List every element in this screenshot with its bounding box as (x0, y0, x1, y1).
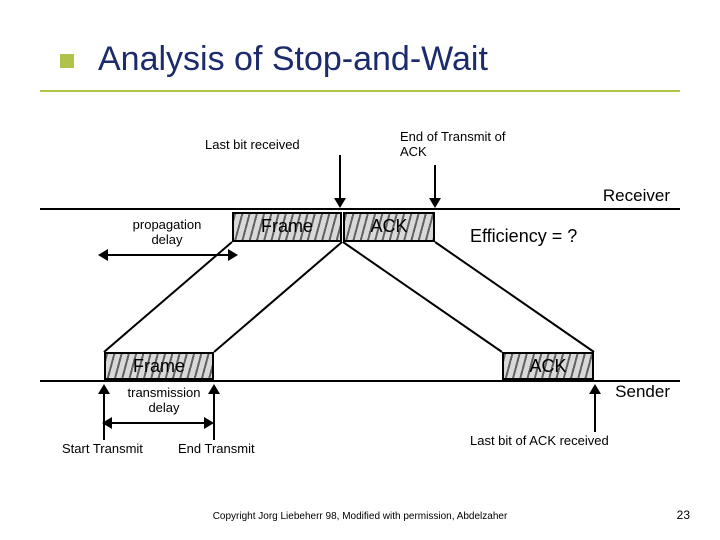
start-transmit-arrowhead (98, 384, 110, 394)
last-bit-ack-arrowhead (589, 384, 601, 394)
start-transmit-arrow (103, 392, 105, 440)
page-number: 23 (677, 508, 690, 522)
end-transmit-arrow (213, 392, 215, 440)
last-bit-ack-arrow (594, 392, 596, 432)
footer: Copyright Jorg Liebeherr 98, Modified wi… (0, 511, 720, 522)
title-bullet (60, 54, 74, 68)
start-transmit-label: Start Transmit (62, 442, 143, 457)
title-underline (40, 90, 680, 92)
sender-frame-label: Frame (104, 356, 214, 377)
diagram: Receiver Last bit received End of Transm… (40, 130, 680, 460)
transmission-delay-line (112, 422, 204, 424)
page-title: Analysis of Stop-and-Wait (98, 40, 488, 79)
sender-timeline (40, 380, 680, 382)
sender-ack-label: ACK (502, 356, 594, 377)
sender-label: Sender (615, 382, 670, 402)
end-transmit-label: End Transmit (178, 442, 255, 457)
end-transmit-arrowhead (208, 384, 220, 394)
last-bit-ack-label: Last bit of ACK received (470, 434, 609, 449)
transmission-delay-label: transmission delay (114, 386, 214, 416)
